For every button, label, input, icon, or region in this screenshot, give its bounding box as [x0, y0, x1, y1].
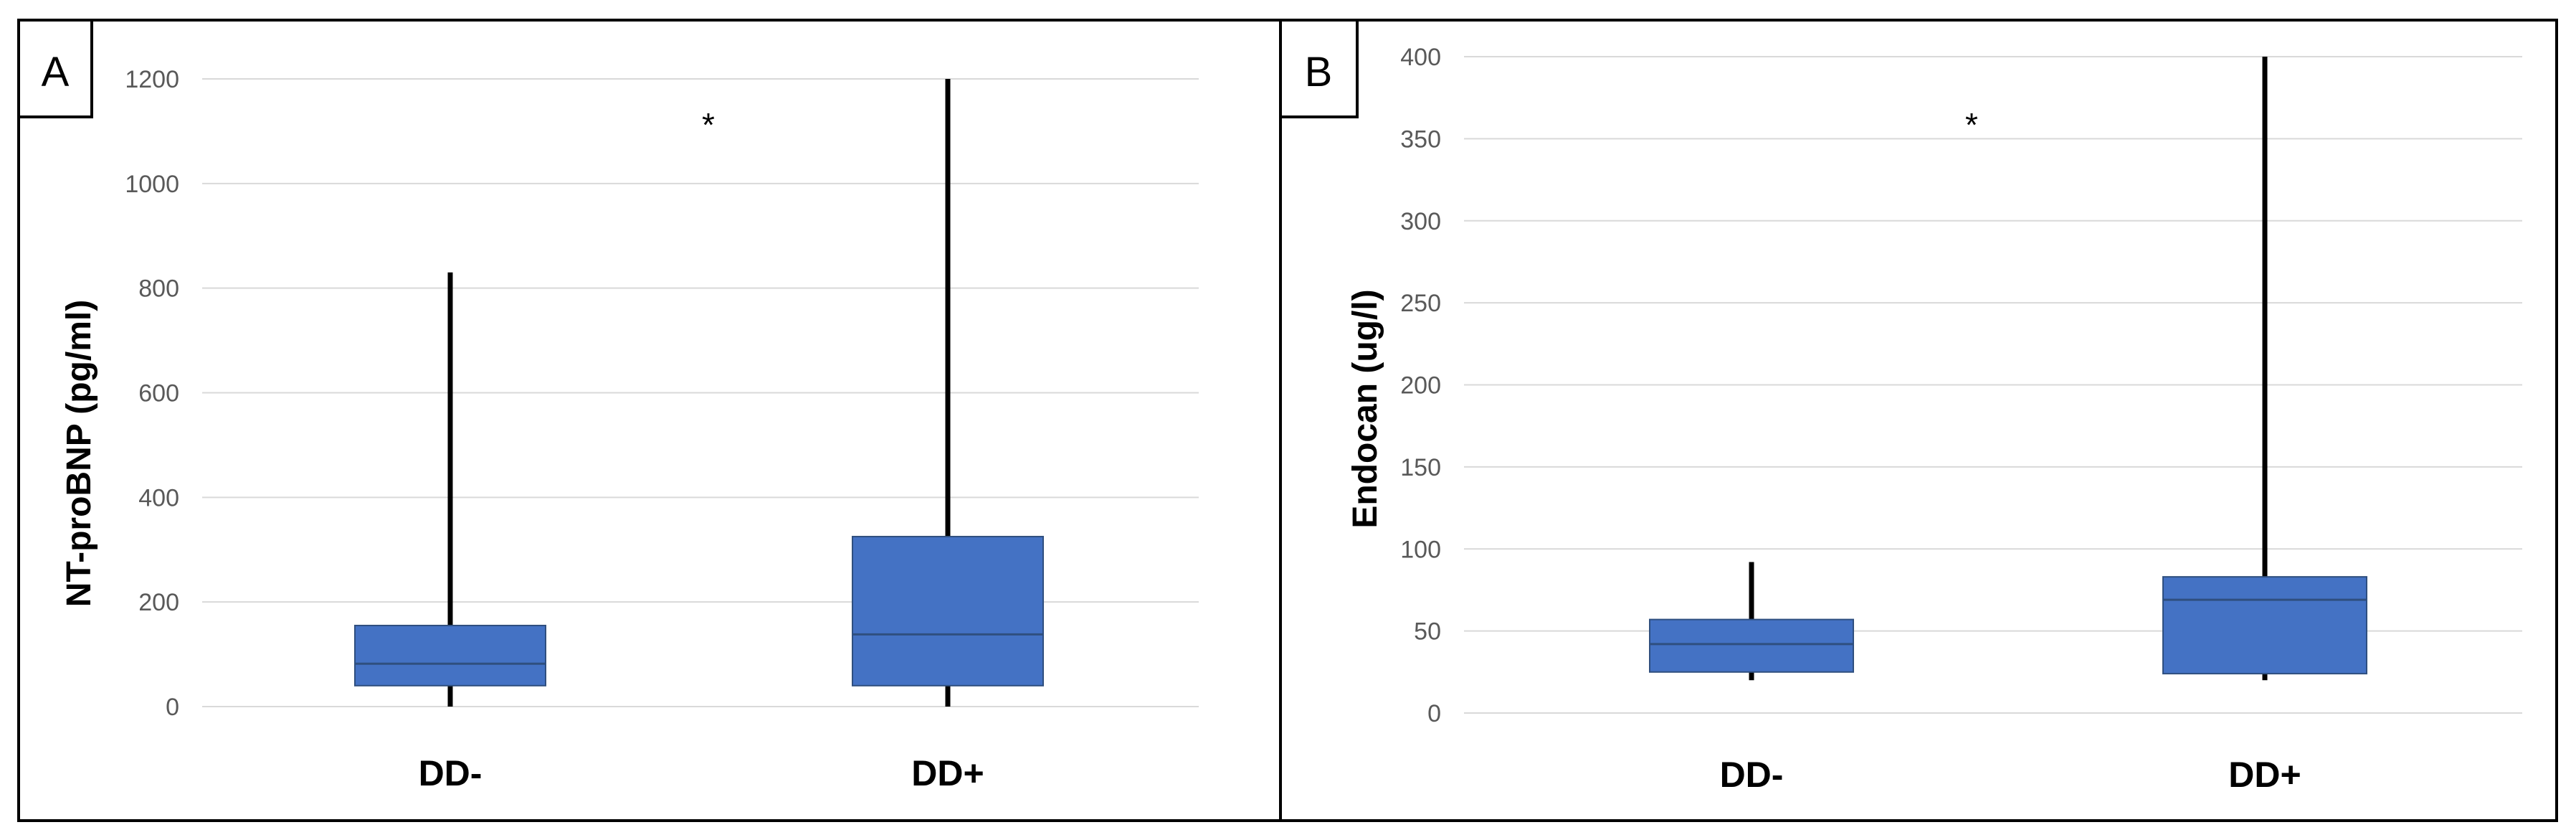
panel-a-label-box: [17, 19, 93, 118]
panel-a-iqr-box: [354, 624, 546, 686]
panel-a-y-tick-label: 0: [166, 694, 179, 721]
panel-b-y-tick-label: 250: [1400, 290, 1441, 317]
panel-a-label: A: [42, 49, 70, 95]
panel-a-box-dd-plus: [852, 79, 1044, 707]
panel-b-y-tick-label: 300: [1400, 208, 1441, 235]
panel-b-y-tick-label: 200: [1400, 372, 1441, 400]
panel-a-significance-marker: *: [702, 106, 715, 143]
panel-a-boxes: [354, 79, 1044, 707]
figure-frame: [17, 19, 2558, 822]
panel-b-label: B: [1305, 49, 1333, 95]
panel-a-y-tick-label: 400: [138, 484, 179, 511]
panel-b-categories: DD- DD+: [1720, 755, 2301, 795]
panel-a-y-tick-label: 1200: [125, 66, 179, 93]
panel-a-y-tick-label: 1000: [125, 171, 179, 198]
panel-b-y-tick-label: 50: [1414, 618, 1441, 646]
panel-a-categories: DD- DD+: [419, 753, 984, 793]
panel-b-y-tick-label: 400: [1400, 44, 1441, 71]
panel-b-boxes: [1649, 57, 2367, 681]
panel-a-gridlines: [202, 78, 1199, 707]
panel-b-gridlines: [1464, 56, 2522, 714]
panel-a-box-dd-minus: [354, 272, 546, 707]
panel-a-y-axis-label: NT-proBNP (pg/ml): [60, 300, 98, 607]
panel-a-y-tick-label: 200: [138, 589, 179, 616]
panel-b-y-tick-label: 350: [1400, 126, 1441, 153]
panel-b-label-box: [1279, 19, 1359, 118]
panel-b-significance-marker: *: [1965, 106, 1978, 143]
panel-a-y-tick-label: 600: [138, 380, 179, 407]
panel-a-iqr-box: [852, 536, 1044, 686]
panel-b-y-ticks: 0 50 100 150 200 250 300 350 400: [1400, 44, 1441, 727]
panel-b: B 0 50 100 150 200 250 300 350 400 DD- DD+ Endoca…: [1279, 19, 2522, 795]
panel-b-y-axis-label: Endocan (ug/l): [1346, 289, 1384, 528]
panel-a: A 0 200 400 600 800 1000 1200 DD- DD+ NT-proBNP…: [17, 19, 1199, 793]
panel-a-y-ticks: 0 200 400 600 800 1000 1200: [125, 66, 179, 721]
panel-b-category-label: DD+: [2228, 755, 2301, 795]
panel-b-y-tick-label: 100: [1400, 536, 1441, 563]
panel-b-y-tick-label: 150: [1400, 454, 1441, 481]
panel-b-box-dd-minus: [1649, 562, 1854, 681]
panel-b-box-dd-plus: [2162, 57, 2367, 681]
panel-b-iqr-box: [2162, 576, 2367, 675]
panel-a-y-tick-label: 800: [138, 275, 179, 303]
panel-b-iqr-box: [1649, 618, 1854, 673]
panel-b-y-tick-label: 0: [1427, 700, 1441, 727]
panel-a-category-label: DD-: [419, 753, 483, 793]
panel-b-category-label: DD-: [1720, 755, 1784, 795]
panel-a-category-label: DD+: [911, 753, 984, 793]
